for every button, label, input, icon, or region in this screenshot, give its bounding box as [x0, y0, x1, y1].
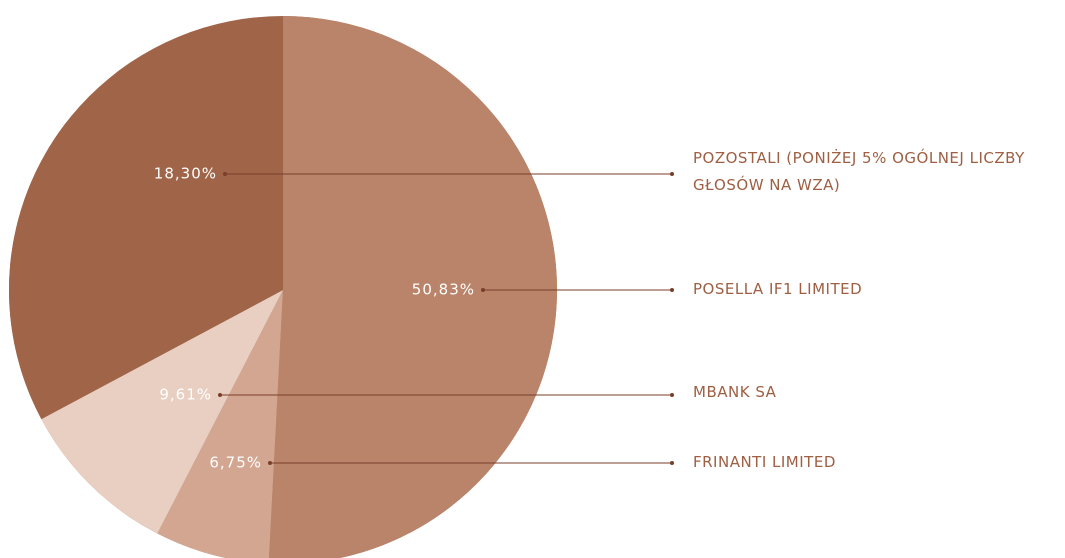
- leader-dot: [481, 288, 485, 292]
- leader-dot: [223, 172, 227, 176]
- leader-dot: [268, 461, 272, 465]
- leader-dot: [670, 461, 674, 465]
- value-label: 6,75%: [209, 454, 262, 472]
- legend-label: POZOSTALI (PONIŻEJ 5% OGÓLNEJ LICZBY GŁO…: [693, 149, 1025, 194]
- value-label: 18,30%: [154, 165, 217, 183]
- leader-dot: [670, 393, 674, 397]
- leader-dot: [218, 393, 222, 397]
- legend-label: MBANK SA: [693, 383, 777, 401]
- pie-slice: [41, 290, 284, 534]
- leader-dot: [670, 172, 674, 176]
- pie-slice: [269, 16, 557, 558]
- value-label: 50,83%: [412, 281, 475, 299]
- legend-label: FRINANTI LIMITED: [693, 453, 836, 471]
- legend-label: POSELLA IF1 LIMITED: [693, 280, 863, 298]
- pie-slice: [157, 290, 283, 558]
- leader-dot: [670, 288, 674, 292]
- pie-slice: [8, 122, 284, 420]
- value-label: 9,61%: [159, 386, 212, 404]
